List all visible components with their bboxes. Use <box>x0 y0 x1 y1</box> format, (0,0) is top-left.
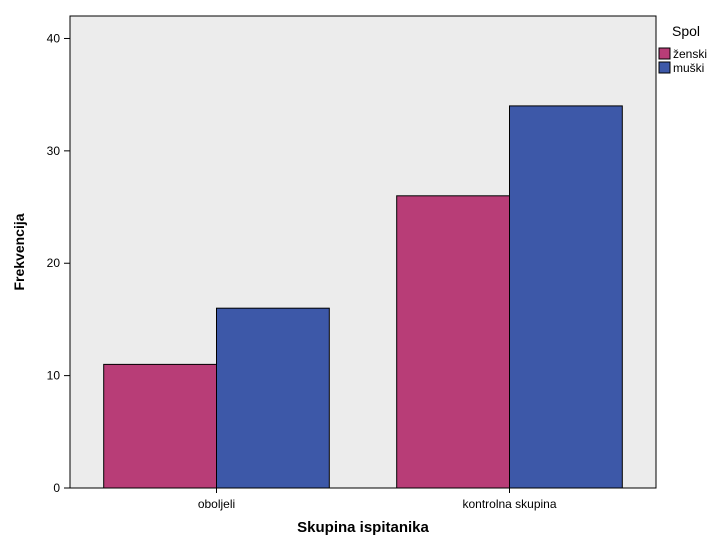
legend-title: Spol <box>672 23 700 39</box>
y-tick-label: 20 <box>47 256 61 270</box>
y-axis-title: Frekvencija <box>11 213 27 290</box>
legend-label: muški <box>673 61 704 75</box>
ticks-layer: oboljeli kontrolna skupina 0 10 20 30 40 <box>47 31 557 511</box>
y-tick-label: 0 <box>53 481 60 495</box>
axes-layer <box>69 16 656 489</box>
bar-male-kontrolna <box>509 105 623 489</box>
bar-female-oboljeli <box>103 363 217 489</box>
y-tick-label: 10 <box>47 369 61 383</box>
bar-female-kontrolna <box>396 195 511 489</box>
legend-swatch <box>658 61 671 74</box>
bar-male-oboljeli <box>216 307 330 489</box>
bars-layer <box>103 105 623 489</box>
x-tick-label: oboljeli <box>198 497 235 511</box>
x-tick-label: kontrolna skupina <box>462 497 556 511</box>
y-tick-label: 40 <box>47 31 61 45</box>
legend-label: ženski <box>673 47 707 61</box>
x-axis-title: Skupina ispitanika <box>297 519 429 536</box>
legend-swatch <box>658 47 671 60</box>
y-tick-label: 30 <box>47 144 61 158</box>
